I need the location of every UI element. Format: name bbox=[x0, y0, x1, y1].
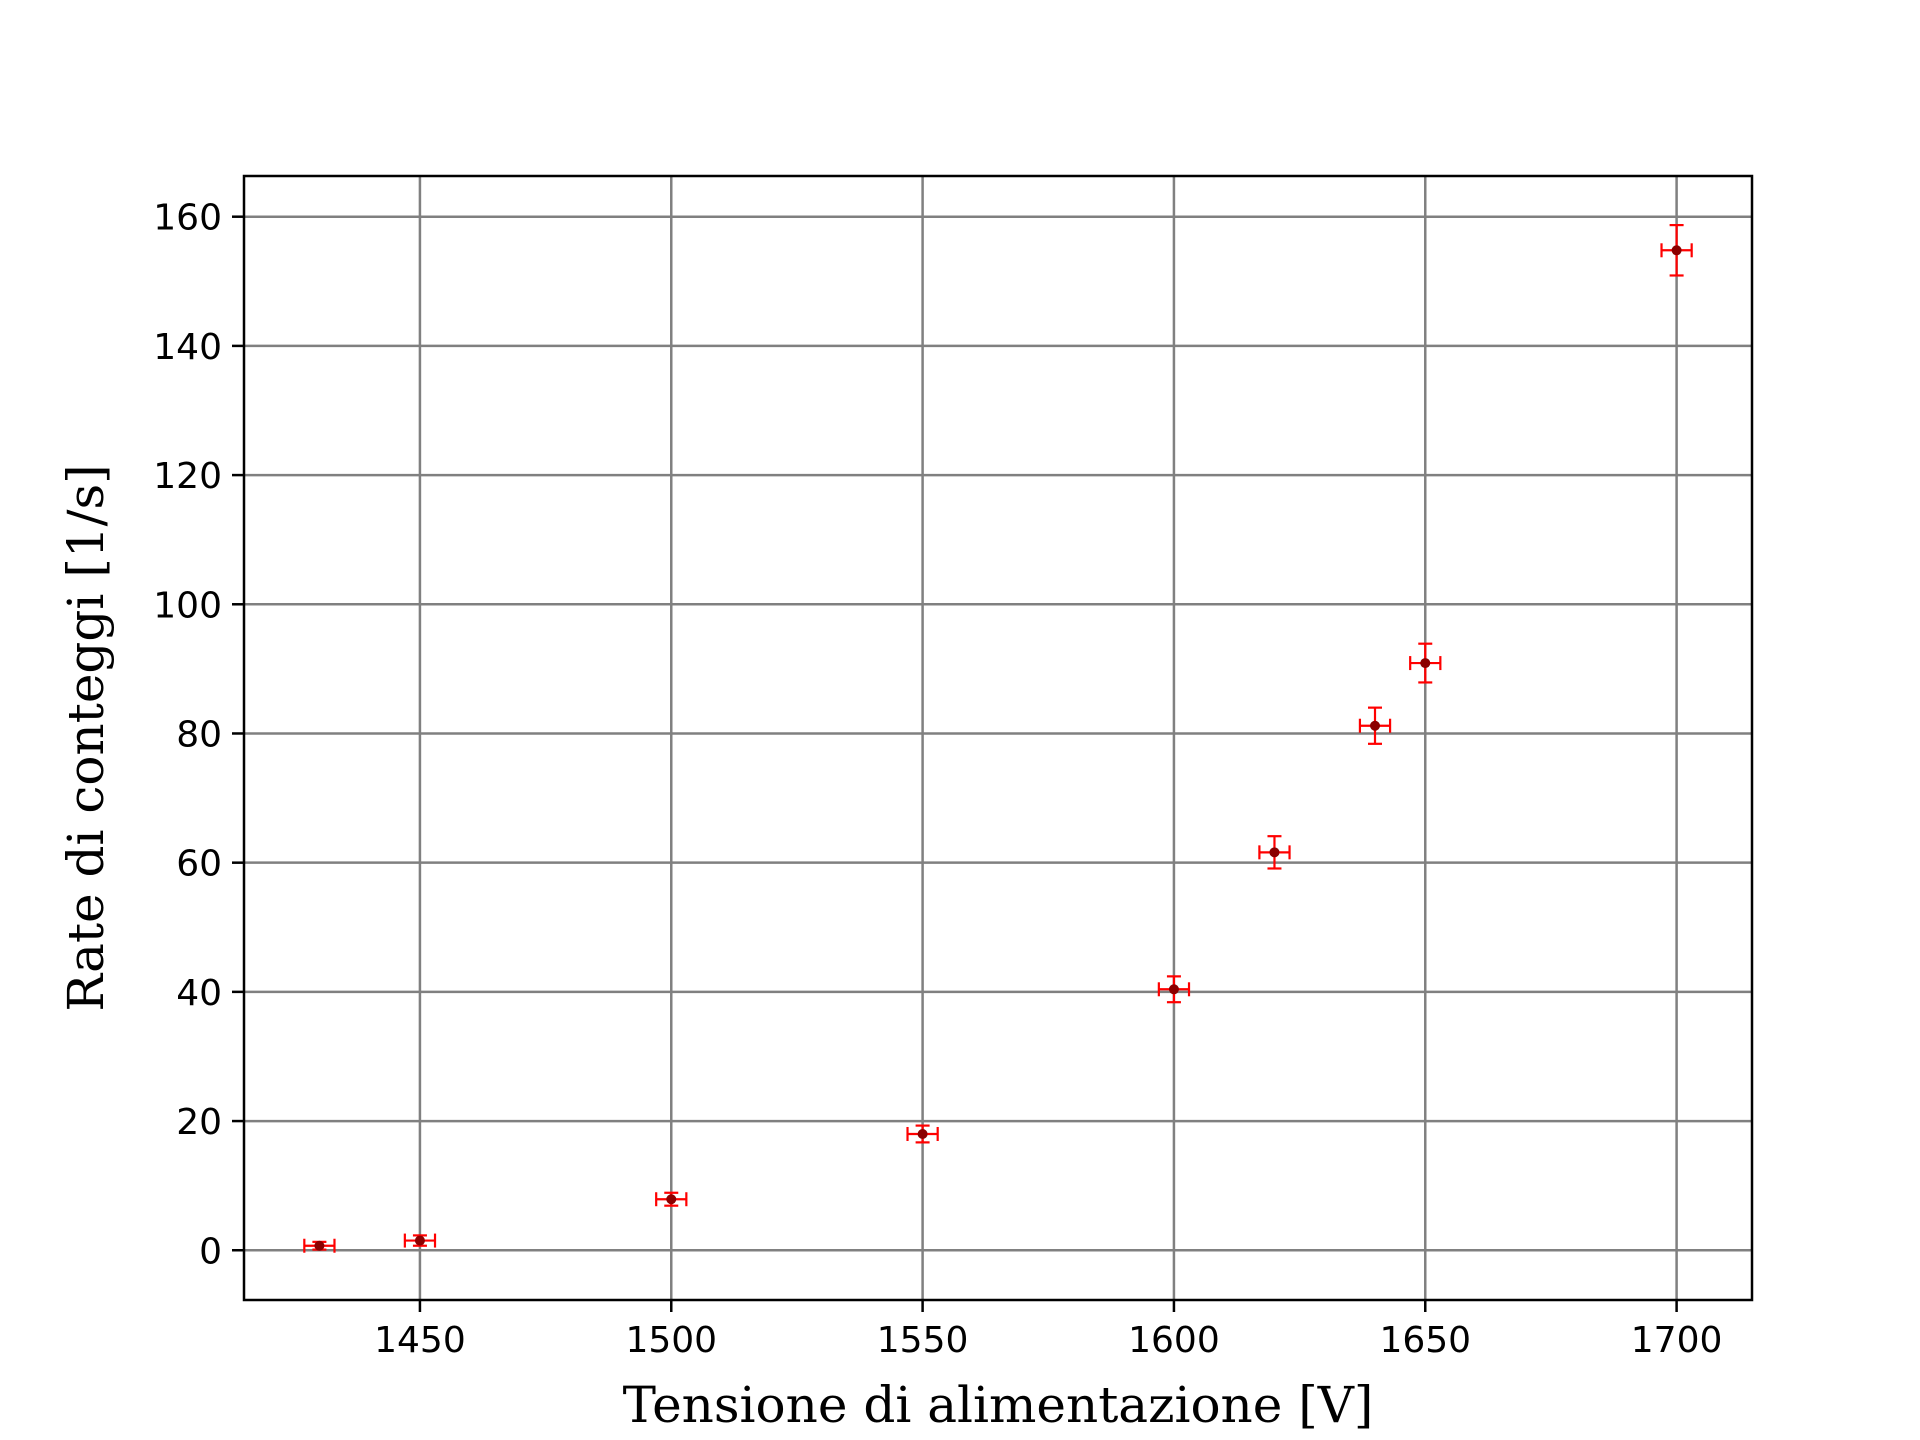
data-marker bbox=[1420, 658, 1431, 669]
data-marker bbox=[414, 1235, 425, 1246]
data-marker bbox=[1671, 245, 1682, 256]
y-tick-label: 60 bbox=[176, 844, 222, 885]
data-point bbox=[403, 1233, 437, 1248]
data-point bbox=[906, 1124, 939, 1144]
y-tick-label: 100 bbox=[153, 585, 222, 626]
data-point bbox=[1409, 642, 1442, 684]
data-point bbox=[303, 1238, 336, 1253]
y-tick-label: 80 bbox=[176, 714, 222, 755]
x-tick-label: 1600 bbox=[1128, 1320, 1220, 1361]
data-marker bbox=[917, 1128, 928, 1139]
data-point bbox=[1660, 223, 1693, 277]
data-marker bbox=[666, 1194, 677, 1205]
grid bbox=[244, 176, 1752, 1300]
data-points bbox=[303, 223, 1693, 1253]
data-marker bbox=[1168, 984, 1179, 995]
x-tick-label: 1700 bbox=[1631, 1320, 1723, 1361]
y-tick-label: 20 bbox=[176, 1102, 222, 1143]
data-point bbox=[1157, 975, 1191, 1004]
y-axis-title: Rate di conteggi [1/s] bbox=[57, 464, 115, 1011]
x-tick-label: 1550 bbox=[877, 1320, 969, 1361]
data-point bbox=[1258, 835, 1291, 870]
y-tick-label: 160 bbox=[153, 198, 222, 239]
y-tick-label: 0 bbox=[199, 1231, 222, 1272]
x-axis-title: Tensione di alimentazione [V] bbox=[623, 1376, 1374, 1434]
y-tick-label: 40 bbox=[176, 973, 222, 1014]
data-marker bbox=[1269, 847, 1280, 858]
x-tick-label: 1500 bbox=[625, 1320, 717, 1361]
y-tick-label: 140 bbox=[153, 327, 222, 368]
y-tick-label: 120 bbox=[153, 456, 222, 497]
data-point bbox=[655, 1191, 688, 1207]
data-point bbox=[1358, 706, 1392, 745]
plot-frame bbox=[242, 174, 1754, 1302]
x-tick-label: 1450 bbox=[374, 1320, 466, 1361]
axis-ticks: 1450 1500 1550 1600 1650 1700 0 20 40 60 80 100 120 1… bbox=[153, 198, 1722, 1361]
data-marker bbox=[314, 1240, 325, 1251]
x-tick-label: 1650 bbox=[1379, 1320, 1471, 1361]
data-marker bbox=[1370, 720, 1380, 731]
